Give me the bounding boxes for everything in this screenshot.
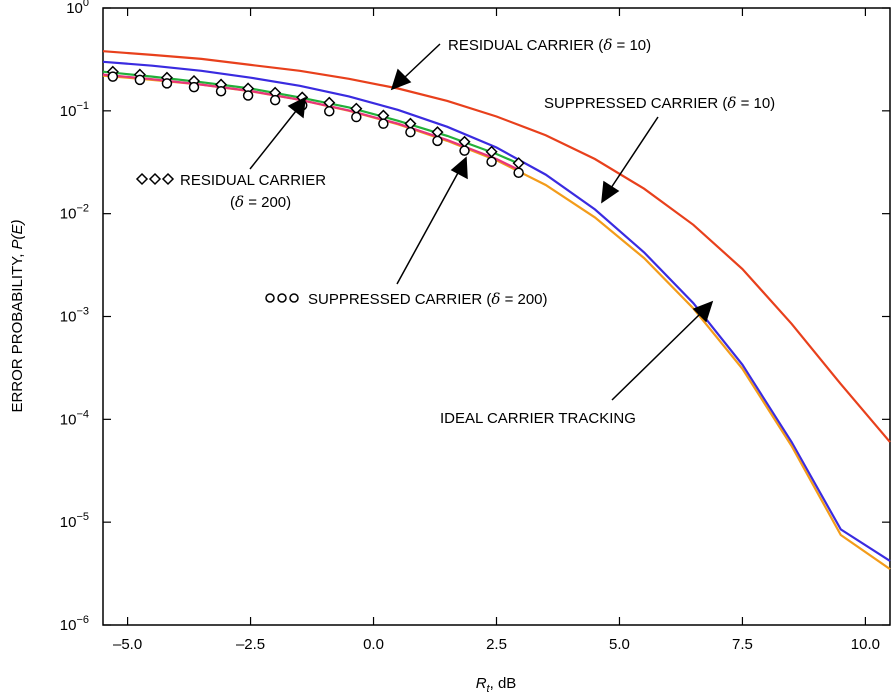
annotation-arrows bbox=[249, 43, 714, 401]
arrow-residual-200 bbox=[249, 96, 306, 170]
y-tick-label-exponent: −3 bbox=[76, 306, 89, 318]
y-tick-label-exponent: −2 bbox=[76, 203, 89, 215]
circle-marker-point bbox=[188, 81, 200, 93]
y-axis-title-main: ERROR PROBABILITY, bbox=[9, 249, 26, 412]
circle-marker-point bbox=[486, 156, 497, 167]
x-tick-label: –2.5 bbox=[236, 636, 265, 653]
y-tick-label-base: 10 bbox=[60, 103, 77, 120]
label-suppressed-200: SUPPRESSED CARRIER (δ = 200) bbox=[308, 290, 548, 308]
legend-circle-marker bbox=[265, 293, 299, 303]
series-line-1 bbox=[102, 60, 891, 562]
x-axis-title-base: R bbox=[476, 675, 487, 692]
circle-marker-point bbox=[215, 86, 227, 97]
circle-marker-point bbox=[378, 118, 389, 129]
y-tick-label-base: 10 bbox=[60, 617, 77, 634]
x-tick-label: –5.0 bbox=[113, 636, 142, 653]
legend-circle-2 bbox=[277, 293, 287, 303]
y-tick-label: 10−4 bbox=[60, 408, 89, 428]
series-line-0 bbox=[102, 50, 891, 443]
label-residual-10-delta: δ bbox=[603, 36, 612, 54]
legend-diamond-3 bbox=[161, 172, 175, 186]
circle-marker-point bbox=[161, 78, 173, 89]
x-tick-label: 2.5 bbox=[486, 636, 507, 653]
circle-marker-point bbox=[351, 111, 362, 123]
x-axis-ticks: –5.0 –2.5 0.0 2.5 5.0 7.5 10.0 bbox=[113, 8, 880, 653]
circle-marker-point bbox=[432, 135, 443, 147]
arrow-residual-10 bbox=[390, 43, 441, 91]
y-tick-label: 10−3 bbox=[60, 306, 89, 326]
y-tick-label-base: 10 bbox=[60, 309, 77, 326]
circle-marker-point bbox=[513, 167, 524, 178]
label-suppressed-10-tail: = 10) bbox=[736, 95, 775, 112]
y-tick-label-base: 10 bbox=[60, 206, 77, 223]
circle-marker-point bbox=[242, 90, 254, 101]
y-tick-label: 10−5 bbox=[60, 511, 89, 531]
legend-diamond-marker bbox=[135, 172, 175, 186]
label-residual-200-tail: = 200) bbox=[244, 194, 291, 211]
legend-circle-1 bbox=[265, 293, 275, 303]
y-tick-label-exponent: 0 bbox=[83, 0, 89, 9]
circle-marker-point bbox=[405, 126, 416, 138]
label-residual-10-tail: = 10) bbox=[612, 37, 651, 54]
y-tick-label: 10−1 bbox=[60, 100, 89, 120]
label-residual-10: RESIDUAL CARRIER (δ = 10) bbox=[448, 36, 651, 54]
arrow-suppressed-10 bbox=[601, 116, 659, 204]
y-tick-label-exponent: −4 bbox=[76, 408, 89, 420]
y-axis-title: ERROR PROBABILITY, P(E) bbox=[9, 219, 26, 412]
label-suppressed-200-text: SUPPRESSED CARRIER ( bbox=[308, 291, 491, 308]
series-line-2 bbox=[102, 74, 891, 571]
y-tick-label-exponent: −5 bbox=[76, 511, 89, 523]
x-tick-label: 7.5 bbox=[732, 636, 753, 653]
circle-marker-point bbox=[107, 71, 119, 82]
y-tick-label: 10−6 bbox=[60, 614, 89, 634]
x-axis-title: Rt, dB bbox=[476, 675, 517, 695]
label-suppressed-10: SUPPRESSED CARRIER (δ = 10) bbox=[544, 94, 775, 112]
y-tick-label-exponent: −6 bbox=[76, 614, 89, 626]
legend-diamond-2 bbox=[148, 172, 162, 186]
label-residual-200-delta: δ bbox=[235, 193, 244, 211]
x-tick-label: 0.0 bbox=[363, 636, 384, 653]
diamond-marker-point bbox=[512, 157, 525, 170]
series-lines bbox=[102, 50, 891, 571]
x-axis-title-rest: , dB bbox=[490, 675, 517, 692]
label-suppressed-10-text: SUPPRESSED CARRIER ( bbox=[544, 95, 727, 112]
x-tick-label: 10.0 bbox=[851, 636, 880, 653]
arrow-suppressed-200 bbox=[396, 156, 468, 285]
y-tick-label-base: 10 bbox=[66, 0, 83, 17]
label-residual-200-open: ( bbox=[230, 194, 235, 211]
x-tick-label: 5.0 bbox=[609, 636, 630, 653]
circle-marker-point bbox=[269, 94, 281, 106]
label-suppressed-200-tail: = 200) bbox=[500, 291, 547, 308]
arrow-ideal-tracking bbox=[611, 300, 714, 401]
label-residual-10-text: RESIDUAL CARRIER ( bbox=[448, 37, 603, 54]
circle-marker-point bbox=[134, 74, 146, 86]
circle-marker-point bbox=[459, 145, 470, 156]
y-axis-title-var: P(E) bbox=[9, 219, 26, 249]
legend-circle-3 bbox=[289, 293, 299, 303]
y-tick-label: 10−2 bbox=[60, 203, 89, 223]
circle-marker-point bbox=[324, 106, 335, 117]
label-suppressed-200-delta: δ bbox=[491, 290, 500, 308]
label-residual-200: RESIDUAL CARRIER bbox=[180, 172, 326, 189]
label-residual-200-delta-line: (δ = 200) bbox=[230, 193, 291, 211]
y-tick-label: 100 bbox=[66, 0, 89, 17]
label-ideal-tracking: IDEAL CARRIER TRACKING bbox=[440, 410, 636, 427]
series-markers bbox=[106, 65, 525, 178]
y-tick-label-base: 10 bbox=[60, 514, 77, 531]
y-tick-label-exponent: −1 bbox=[76, 100, 89, 112]
legend-diamond-1 bbox=[135, 172, 149, 186]
x-axis-title-sub: t bbox=[487, 683, 491, 695]
series-line-4 bbox=[102, 73, 522, 172]
y-tick-label-base: 10 bbox=[60, 411, 77, 428]
label-suppressed-10-delta: δ bbox=[727, 94, 736, 112]
